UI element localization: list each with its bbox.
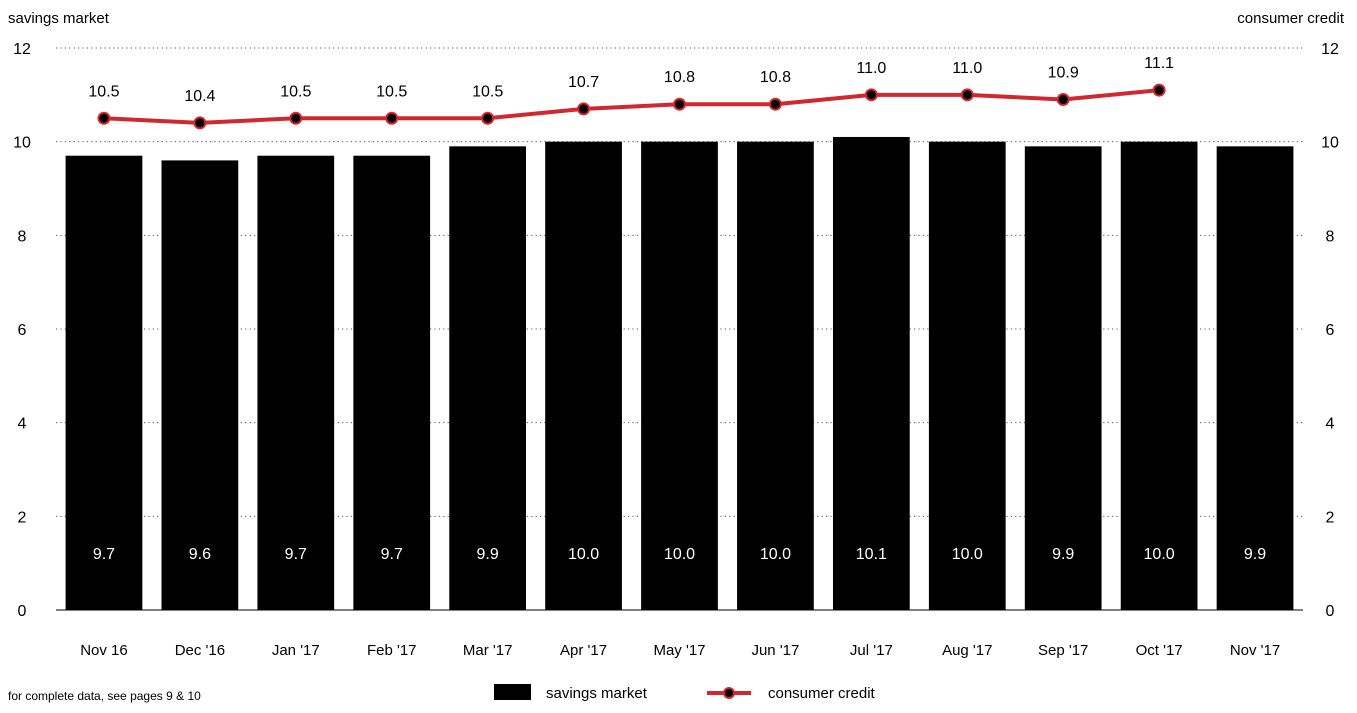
line-value-label: 10.8 (760, 69, 791, 86)
line-value-label: 10.5 (472, 83, 503, 100)
point-consumer-credit (1056, 93, 1070, 107)
bar-value-label: 10.0 (664, 546, 695, 563)
y-left-tick-label: 0 (18, 603, 27, 620)
line-value-label: 10.8 (664, 69, 695, 86)
x-tick-label: May '17 (653, 642, 705, 659)
y-left-tick-label: 8 (18, 228, 27, 245)
bar-savings-market (1216, 146, 1294, 610)
y-right-tick-label: 12 (1321, 41, 1339, 58)
point-consumer-credit (385, 111, 399, 125)
y-left-axis-title: savings market (8, 10, 110, 27)
legend: savings market consumer credit (494, 684, 876, 702)
x-tick-label: Mar '17 (463, 642, 513, 659)
y-right-axis-title: consumer credit (1237, 10, 1345, 27)
point-consumer-credit (97, 111, 111, 125)
x-tick-label: Apr '17 (560, 642, 607, 659)
line-value-label: 10.7 (568, 74, 599, 91)
bar-savings-market (1024, 146, 1102, 610)
line-value-label: 10.5 (376, 83, 407, 100)
bar-savings-market (65, 155, 143, 610)
y-right-tick-label: 4 (1326, 416, 1335, 433)
point-consumer-credit (1152, 83, 1166, 97)
bar-value-label: 9.9 (1244, 546, 1266, 563)
line-value-label: 10.5 (88, 83, 119, 100)
bar-savings-market (353, 155, 431, 610)
line-value-label: 10.9 (1048, 65, 1079, 82)
y-right-tick-label: 0 (1326, 603, 1335, 620)
x-tick-label: Feb '17 (367, 642, 417, 659)
y-left-tick-label: 4 (18, 416, 27, 433)
line-value-label: 11.0 (952, 60, 982, 77)
point-consumer-credit (673, 97, 686, 111)
bar-savings-market (737, 141, 814, 610)
line-value-label: 10.4 (184, 88, 215, 105)
y-left-tick-label: 10 (13, 135, 31, 152)
legend-swatch-savings-market (494, 684, 531, 700)
bar-value-label: 9.9 (1052, 546, 1074, 563)
x-tick-label: Nov '17 (1230, 642, 1280, 659)
point-consumer-credit (193, 116, 207, 130)
bar-value-label: 9.9 (477, 546, 499, 563)
bar-savings-market (545, 141, 622, 610)
series-line-consumer-credit (103, 88, 1160, 125)
bar-savings-market (257, 155, 335, 610)
line-layer: 10.5 10.4 10.5 10.5 10.5 10.7 10.8 10.8 11.0 11.0… (88, 55, 1174, 130)
point-consumer-credit (768, 97, 782, 111)
line-value-label: 10.5 (280, 83, 311, 100)
x-tick-label: Nov 16 (80, 642, 128, 659)
point-consumer-credit (960, 88, 974, 102)
y-right-tick-label: 8 (1326, 228, 1335, 245)
x-tick-label: Oct '17 (1136, 642, 1183, 659)
bars-layer: 9.7 9.6 9.7 9.7 9.9 10.0 10.0 10.0 10.1 10.0 9.9 10… (65, 136, 1294, 610)
x-tick-label: Sep '17 (1038, 642, 1088, 659)
y-left-tick-label: 12 (13, 41, 31, 58)
bar-value-label: 10.0 (760, 546, 791, 563)
x-tick-label: Jul '17 (850, 642, 893, 659)
bar-savings-market (832, 136, 910, 610)
legend-label-savings-market: savings market (546, 685, 648, 702)
bar-value-label: 9.7 (285, 546, 307, 563)
line-value-label: 11.1 (1144, 55, 1174, 72)
bar-savings-market (641, 141, 718, 610)
point-consumer-credit (864, 88, 878, 102)
bar-savings-market (161, 160, 239, 610)
x-tick-label: Jun '17 (751, 642, 799, 659)
bar-savings-market (928, 141, 1006, 610)
bar-savings-market (449, 146, 527, 610)
bar-value-label: 9.7 (93, 546, 115, 563)
legend-label-consumer-credit: consumer credit (768, 685, 876, 702)
bar-value-label: 10.0 (952, 546, 983, 563)
bar-value-label: 10.1 (856, 546, 887, 563)
bar-value-label: 9.6 (189, 546, 211, 563)
x-tick-label: Dec '16 (175, 642, 225, 659)
bar-value-label: 10.0 (1144, 546, 1175, 563)
point-consumer-credit (481, 111, 495, 125)
y-right-tick-label: 2 (1326, 509, 1335, 526)
y-left-tick-label: 6 (18, 322, 27, 339)
point-consumer-credit (289, 111, 303, 125)
bar-value-label: 9.7 (381, 546, 403, 563)
line-value-label: 11.0 (856, 60, 886, 77)
point-consumer-credit (577, 102, 591, 116)
x-tick-label: Jan '17 (272, 642, 320, 659)
bar-savings-market (1120, 141, 1198, 610)
legend-swatch-consumer-credit-marker (723, 687, 735, 699)
y-right-tick-label: 6 (1326, 322, 1335, 339)
x-tick-label: Aug '17 (942, 642, 992, 659)
footnote: for complete data, see pages 9 & 10 (8, 689, 201, 703)
y-right-tick-label: 10 (1321, 135, 1339, 152)
y-left-tick-label: 2 (18, 509, 27, 526)
axes-layer: 0 2 4 6 8 10 12 0 2 4 6 8 10 12 Nov 16 Dec '16 Jan '17 Fe… (13, 41, 1339, 659)
bar-value-label: 10.0 (568, 546, 599, 563)
